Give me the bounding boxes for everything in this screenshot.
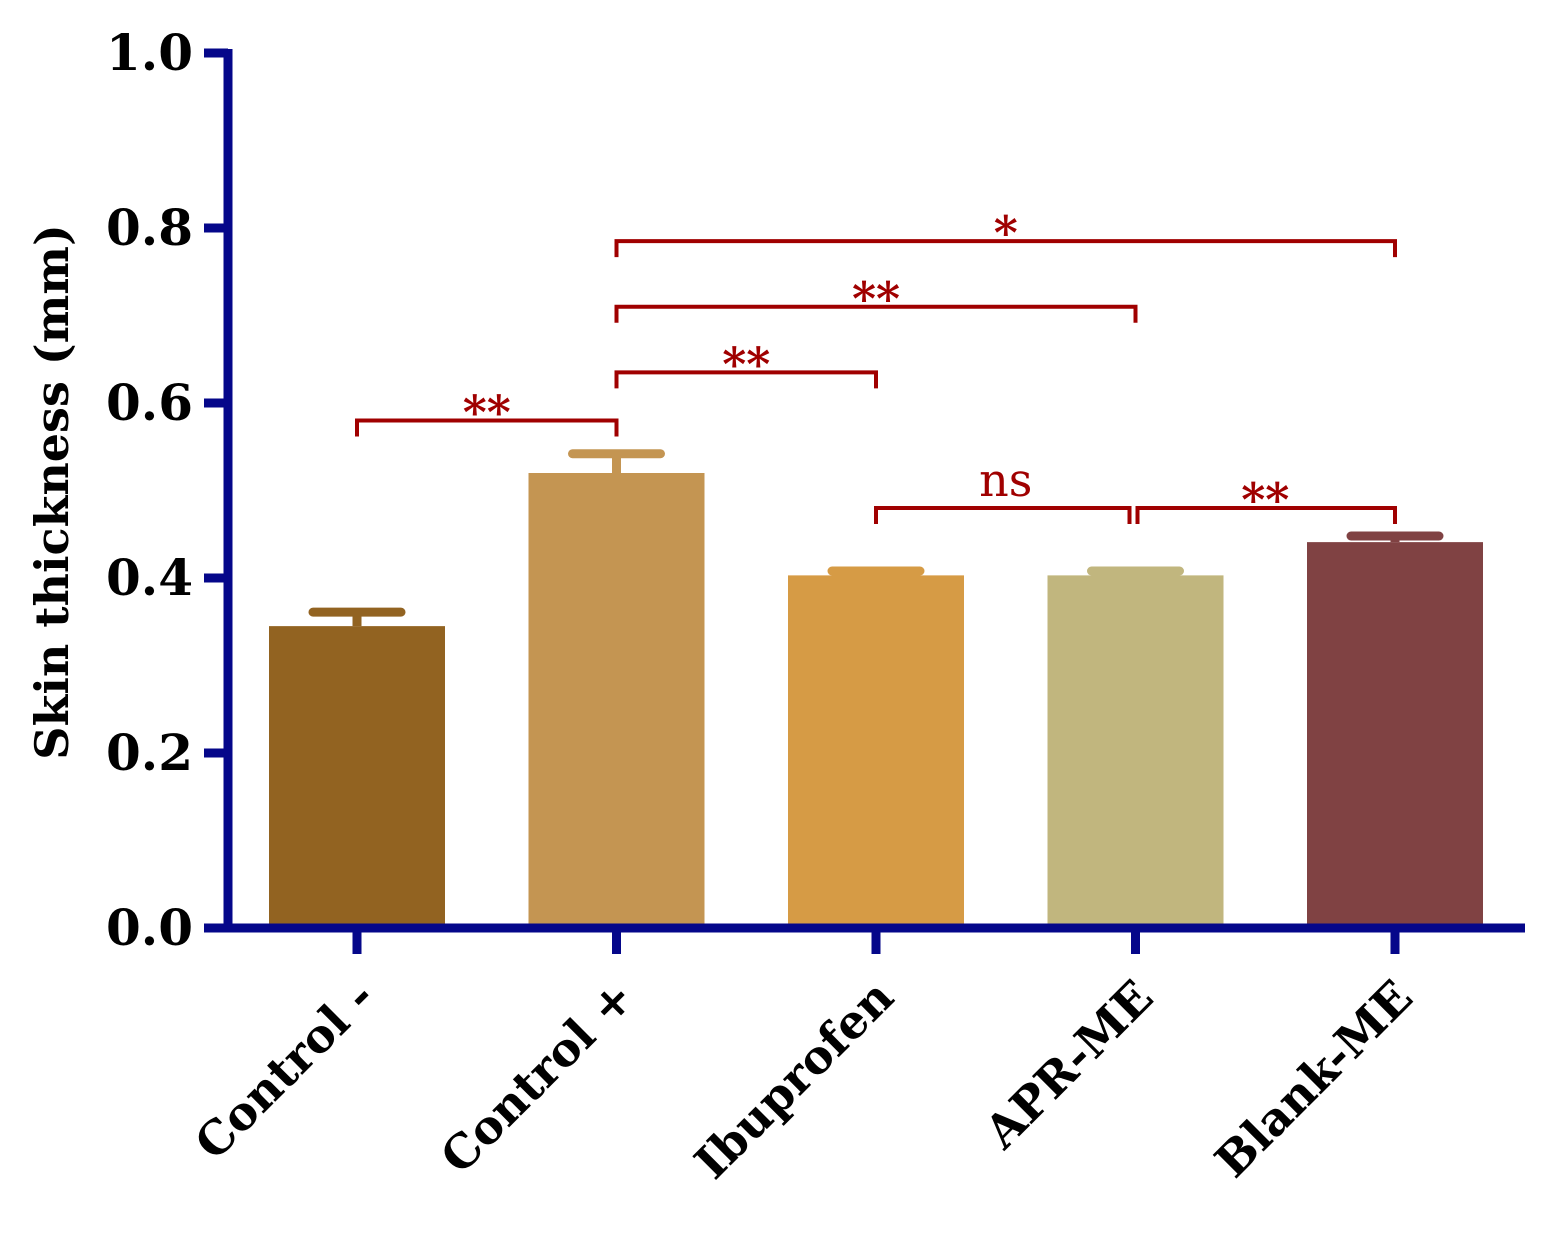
significance-bracket-2 xyxy=(614,304,1138,323)
x-tick-label-4: Blank-ME xyxy=(1205,970,1423,1188)
x-tick-label-0: Control - xyxy=(184,970,384,1170)
bar-ibuprofen xyxy=(788,575,964,928)
significance-label-3: * xyxy=(994,206,1018,260)
significance-label-4: ns xyxy=(979,453,1032,507)
bar-control xyxy=(269,626,445,928)
significance-layer: *******ns ** xyxy=(355,206,1397,527)
y-tick-label-5: 1.0 xyxy=(106,23,193,82)
x-tick-label-1: Control + xyxy=(430,970,644,1184)
y-tick-label-2: 0.4 xyxy=(106,548,193,607)
significance-bracket-1 xyxy=(614,370,878,389)
significance-label-0: ** xyxy=(463,386,511,440)
bars-layer xyxy=(269,473,1483,928)
significance-bracket-5 xyxy=(1135,506,1397,524)
bar-blank-me xyxy=(1307,542,1483,928)
bar-apr-me xyxy=(1047,575,1224,928)
y-tick-label-1: 0.2 xyxy=(106,723,193,782)
y-axis-title: Skin thickness (mm) xyxy=(25,224,79,759)
significance-label-2: ** xyxy=(852,272,900,326)
y-tick-label-0: 0.0 xyxy=(106,898,193,957)
y-tick-label-3: 0.6 xyxy=(106,373,193,432)
x-tick-label-2: Ibuprofen xyxy=(684,970,904,1190)
significance-bracket-0 xyxy=(355,418,619,437)
significance-label-5: ** xyxy=(1241,473,1289,527)
bar-control xyxy=(528,473,705,928)
y-tick-label-4: 0.8 xyxy=(106,198,193,257)
significance-bracket-3 xyxy=(614,239,1397,258)
significance-label-1: ** xyxy=(722,337,770,391)
significance-bracket-4 xyxy=(874,506,1132,524)
x-tick-label-3: APR-ME xyxy=(973,970,1163,1160)
error-bars-layer xyxy=(308,449,1444,627)
